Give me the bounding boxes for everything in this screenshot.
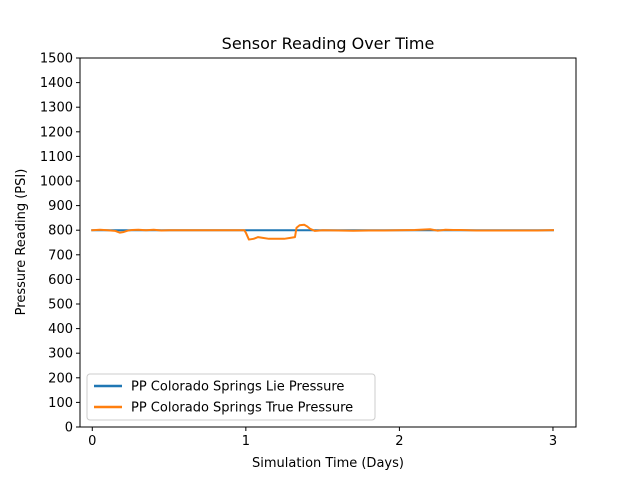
y-tick-label: 400: [48, 322, 73, 337]
legend-label-2: PP Colorado Springs True Pressure: [131, 401, 353, 416]
x-tick-label: 1: [242, 434, 250, 449]
y-axis-title: Pressure Reading (PSI): [14, 169, 29, 316]
y-tick-label: 300: [48, 347, 73, 362]
y-tick-label: 100: [48, 396, 73, 411]
plot-frame: [79, 57, 577, 428]
y-tick-label: 1000: [40, 175, 73, 190]
x-tick-label: 2: [395, 434, 403, 449]
series-layer: [91, 223, 554, 241]
y-tick-label: 600: [48, 273, 73, 288]
y-tick-label: 1200: [40, 125, 73, 140]
plot-area: [79, 57, 577, 428]
chart-title: Sensor Reading Over Time: [222, 34, 435, 53]
x-tick-label: 0: [88, 434, 96, 449]
x-axis: 0 1 2 3: [88, 427, 557, 449]
y-tick-label: 1100: [40, 150, 73, 165]
x-axis-title: Simulation Time (Days): [252, 456, 404, 471]
y-tick-label: 0: [65, 421, 73, 436]
series-line-2: [91, 223, 554, 241]
x-tick-label: 3: [549, 434, 557, 449]
y-tick-label: 800: [48, 224, 73, 239]
y-tick-label: 900: [48, 199, 73, 214]
y-tick-label: 700: [48, 248, 73, 263]
legend: PP Colorado Springs Lie Pressure PP Color…: [86, 373, 376, 421]
y-tick-label: 1300: [40, 101, 73, 116]
y-tick-label: 200: [48, 371, 73, 386]
y-axis: 0 100 200 300 400 500 600 700 800 900 1000 1100 1200…: [40, 52, 80, 436]
legend-label-1: PP Colorado Springs Lie Pressure: [131, 380, 344, 395]
legend-box: [86, 373, 376, 421]
y-tick-label: 1500: [40, 52, 73, 67]
y-tick-label: 500: [48, 298, 73, 313]
y-tick-label: 1400: [40, 76, 73, 91]
